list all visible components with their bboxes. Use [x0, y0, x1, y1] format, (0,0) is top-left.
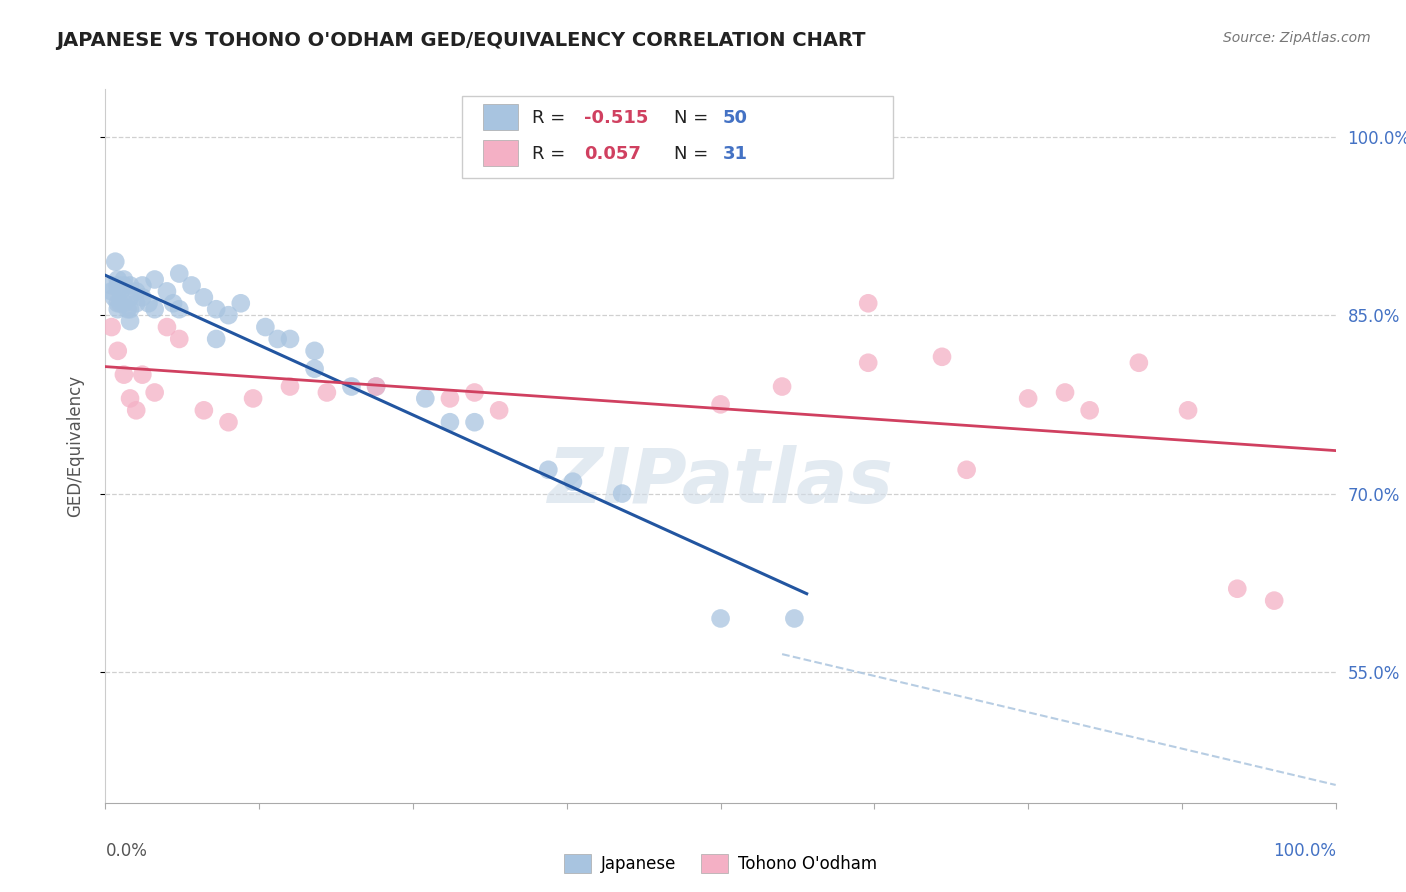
Point: [131, 368, 153, 382]
Text: 0.057: 0.057: [583, 145, 641, 163]
Point: [131, 278, 153, 293]
Point: [415, 392, 437, 406]
Point: [112, 278, 135, 293]
Point: [169, 302, 191, 317]
Point: [112, 296, 135, 310]
Point: [100, 285, 122, 299]
Text: ZIPatlas: ZIPatlas: [547, 445, 894, 518]
Point: [229, 296, 252, 310]
Text: R =: R =: [533, 145, 571, 163]
Text: -0.515: -0.515: [583, 109, 648, 127]
Point: [858, 296, 880, 310]
Point: [120, 314, 141, 328]
Point: [120, 392, 141, 406]
Point: [143, 272, 166, 286]
Point: [464, 385, 486, 400]
Point: [100, 320, 122, 334]
Point: [218, 308, 240, 322]
Point: [156, 285, 179, 299]
Point: [1263, 593, 1285, 607]
Text: R =: R =: [533, 109, 571, 127]
Point: [1226, 582, 1249, 596]
Point: [439, 415, 461, 429]
Point: [125, 403, 148, 417]
Point: [120, 278, 141, 293]
FancyBboxPatch shape: [484, 140, 517, 166]
Text: N =: N =: [673, 145, 714, 163]
Point: [107, 343, 129, 358]
FancyBboxPatch shape: [484, 103, 517, 130]
Point: [267, 332, 290, 346]
Point: [278, 332, 301, 346]
Point: [1128, 356, 1150, 370]
Point: [366, 379, 388, 393]
Point: [1177, 403, 1199, 417]
Point: [104, 254, 127, 268]
Point: [488, 403, 510, 417]
Point: [107, 302, 129, 317]
Point: [315, 385, 337, 400]
Point: [180, 278, 202, 293]
Point: [858, 356, 880, 370]
Point: [120, 302, 141, 317]
Point: [562, 475, 585, 489]
Y-axis label: GED/Equivalency: GED/Equivalency: [66, 375, 84, 517]
Point: [156, 320, 179, 334]
Point: [366, 379, 388, 393]
Point: [107, 296, 129, 310]
Point: [117, 302, 139, 317]
Point: [710, 397, 733, 411]
Point: [143, 385, 166, 400]
Point: [304, 343, 326, 358]
Point: [254, 320, 277, 334]
Point: [138, 296, 160, 310]
Text: Source: ZipAtlas.com: Source: ZipAtlas.com: [1223, 31, 1371, 45]
Point: [169, 267, 191, 281]
Text: 100.0%: 100.0%: [1272, 842, 1336, 860]
Point: [120, 290, 141, 304]
FancyBboxPatch shape: [463, 96, 893, 178]
Point: [1078, 403, 1101, 417]
Point: [125, 285, 148, 299]
Text: 50: 50: [723, 109, 748, 127]
Point: [131, 290, 153, 304]
Point: [278, 379, 301, 393]
Point: [205, 302, 228, 317]
Point: [100, 278, 122, 293]
Point: [770, 379, 793, 393]
Point: [193, 403, 215, 417]
Point: [710, 611, 733, 625]
Point: [103, 290, 125, 304]
Point: [956, 463, 979, 477]
Point: [110, 285, 132, 299]
Text: 0.0%: 0.0%: [105, 842, 148, 860]
Point: [1054, 385, 1077, 400]
Point: [439, 392, 461, 406]
Text: 31: 31: [723, 145, 748, 163]
Point: [218, 415, 240, 429]
Text: N =: N =: [673, 109, 714, 127]
Point: [107, 272, 129, 286]
Legend: Japanese, Tohono O'odham: Japanese, Tohono O'odham: [558, 847, 883, 880]
Point: [169, 332, 191, 346]
Point: [112, 272, 135, 286]
Point: [125, 296, 148, 310]
Point: [340, 379, 363, 393]
Text: JAPANESE VS TOHONO O'ODHAM GED/EQUIVALENCY CORRELATION CHART: JAPANESE VS TOHONO O'ODHAM GED/EQUIVALEN…: [56, 31, 866, 50]
Point: [112, 368, 135, 382]
Point: [193, 290, 215, 304]
Point: [1017, 392, 1039, 406]
Point: [242, 392, 264, 406]
Point: [107, 278, 129, 293]
Point: [304, 361, 326, 376]
Point: [610, 486, 633, 500]
Point: [143, 302, 166, 317]
Point: [931, 350, 953, 364]
Point: [205, 332, 228, 346]
Point: [783, 611, 806, 625]
Point: [110, 296, 132, 310]
Point: [464, 415, 486, 429]
Point: [162, 296, 184, 310]
Point: [537, 463, 560, 477]
